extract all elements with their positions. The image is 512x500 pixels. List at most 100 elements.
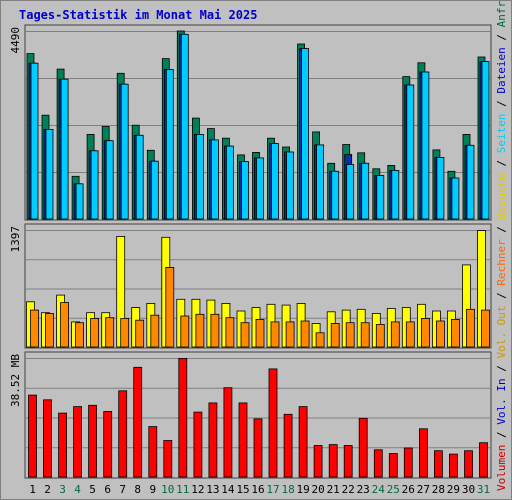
bar-volumen-day-1: [28, 394, 37, 478]
day-label: 24: [372, 483, 386, 496]
bar-rechner-day-15: [240, 322, 250, 348]
day-label: 1: [29, 483, 36, 496]
day-label: 21: [327, 483, 340, 496]
bar-volumen-day-27: [418, 428, 428, 478]
bar-volumen-day-7: [118, 390, 128, 478]
day-labels: 1 2 3 4 5 6 7 8 9 10 11 12 13 14 15 16 17 18 19 20 21 22 23 24 2…: [29, 483, 490, 496]
bar-volumen-day-6: [103, 411, 113, 478]
day-label: 29: [447, 483, 460, 496]
bar-volumen-day-2: [43, 399, 52, 478]
day-label: 26: [402, 483, 415, 496]
legend-item: /: [495, 219, 508, 239]
bar-rechner-day-21: [330, 323, 340, 348]
bar-seiten-day-11: [180, 33, 189, 220]
panel-bottom: 38.52 MB: [9, 351, 492, 479]
bar-seiten-day-29: [451, 177, 460, 220]
bar-volumen-day-26: [403, 447, 413, 478]
bar-rechner-day-11: [180, 315, 190, 348]
bar-rechner-day-24: [375, 323, 385, 348]
day-label: 10: [161, 483, 174, 496]
bar-seiten-day-25: [391, 169, 400, 220]
day-label: 22: [342, 483, 355, 496]
bar-rechner-day-19: [300, 320, 310, 348]
bar-volumen-day-30: [464, 450, 473, 478]
bar-volumen-day-14: [223, 387, 233, 478]
bar-volumen-day-16: [253, 418, 263, 478]
legend-item: /: [495, 359, 508, 379]
ymax-label: 1397: [9, 226, 22, 253]
bar-seiten-day-22: [346, 164, 355, 220]
day-label: 28: [432, 483, 445, 496]
day-label: 18: [281, 483, 294, 496]
panels: 4490 1397 38.52 MB: [9, 24, 492, 479]
bar-seiten-day-15: [241, 161, 249, 220]
day-label: 15: [236, 483, 249, 496]
bar-rechner-day-25: [390, 321, 400, 348]
bar-seiten-day-1: [30, 62, 39, 220]
bar-rechner-day-22: [345, 322, 355, 348]
day-label: 30: [462, 483, 475, 496]
day-label: 14: [221, 483, 235, 496]
legend-item: /: [495, 425, 508, 445]
bar-volumen-day-21: [328, 444, 338, 478]
day-label: 16: [251, 483, 264, 496]
day-label: 27: [417, 483, 430, 496]
ymax-label: 4490: [9, 27, 22, 54]
bar-volumen-day-10: [163, 440, 173, 478]
bar-seiten-day-31: [481, 61, 490, 220]
legend-item: Vol. In: [495, 378, 508, 424]
legend: Volumen / Vol. In / Vol. Out / Rechner /…: [495, 0, 508, 491]
bar-seiten-day-28: [436, 156, 445, 220]
bar-volumen-day-18: [283, 413, 293, 478]
bar-rechner-day-9: [150, 314, 160, 348]
bar-seiten-day-12: [195, 133, 204, 220]
bar-rechner-day-28: [435, 320, 445, 348]
legend-item: /: [495, 94, 508, 114]
bar-rechner-day-1: [30, 309, 39, 348]
bar-seiten-day-30: [466, 144, 475, 220]
bar-seiten-day-8: [135, 134, 144, 220]
bar-seiten-day-6: [105, 140, 114, 220]
legend-item: /: [495, 27, 508, 47]
legend-item: Besuche: [495, 173, 508, 219]
panel-middle: 1397: [9, 223, 492, 349]
bar-rechner-day-4: [75, 322, 84, 348]
day-label: 11: [176, 483, 189, 496]
bar-rechner-day-14: [225, 317, 235, 348]
bar-volumen-day-29: [448, 453, 458, 478]
legend-item: Vol. Out: [495, 306, 508, 359]
bar-seiten-day-26: [406, 84, 415, 220]
day-label: 23: [357, 483, 370, 496]
bar-rechner-day-5: [90, 318, 99, 348]
bar-rechner-day-10: [165, 266, 175, 348]
day-label: 17: [266, 483, 279, 496]
bar-volumen-day-23: [358, 417, 368, 478]
day-label: 6: [104, 483, 111, 496]
bar-rechner-day-8: [135, 319, 145, 348]
bar-volumen-day-15: [238, 402, 248, 478]
day-label: 31: [477, 483, 490, 496]
day-label: 25: [387, 483, 400, 496]
bar-seiten-day-4: [75, 183, 84, 220]
day-label: 5: [89, 483, 96, 496]
bar-rechner-day-16: [255, 318, 265, 348]
legend-item: /: [495, 286, 508, 306]
legend-item: Seiten: [495, 113, 508, 153]
bar-rechner-day-6: [105, 317, 115, 348]
bar-rechner-day-7: [120, 318, 130, 348]
day-label: 4: [74, 483, 81, 496]
bar-volumen-day-22: [343, 445, 353, 478]
day-label: 2: [44, 483, 51, 496]
bar-rechner-day-23: [360, 322, 370, 348]
bar-volumen-day-24: [373, 449, 383, 478]
bar-volumen-day-9: [148, 426, 158, 478]
bar-rechner-day-27: [420, 318, 430, 348]
bar-volumen-day-11: [178, 357, 188, 478]
ymax-label: 38.52 MB: [9, 354, 22, 407]
bar-seiten-day-14: [225, 145, 234, 220]
bar-rechner-day-2: [45, 313, 54, 348]
bar-seiten-day-13: [210, 139, 219, 220]
bar-rechner-day-29: [450, 318, 460, 348]
legend-item: Anfragen: [495, 0, 508, 27]
